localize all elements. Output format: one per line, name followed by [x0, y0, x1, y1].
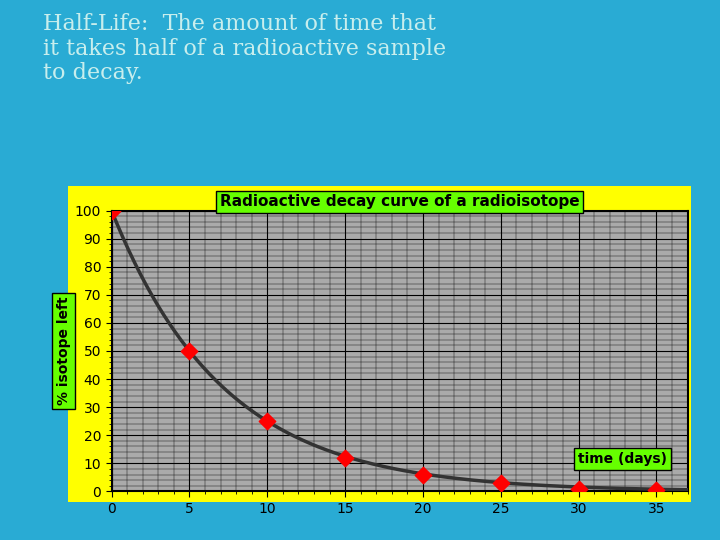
- Point: [106, 206, 117, 215]
- Text: it takes half of a radioactive sample: it takes half of a radioactive sample: [43, 38, 446, 60]
- Point: [339, 454, 351, 462]
- Point: [495, 478, 507, 487]
- Y-axis label: % isotope left: % isotope left: [57, 296, 71, 406]
- Point: [573, 484, 585, 493]
- Text: Half-Life:  The amount of time that: Half-Life: The amount of time that: [43, 14, 436, 36]
- Point: [261, 417, 273, 426]
- Title: Radioactive decay curve of a radioisotope: Radioactive decay curve of a radioisotop…: [220, 194, 580, 210]
- Text: to decay.: to decay.: [43, 62, 143, 84]
- Point: [651, 485, 662, 494]
- Text: time (days): time (days): [578, 453, 667, 467]
- Point: [184, 347, 195, 355]
- Point: [417, 470, 428, 479]
